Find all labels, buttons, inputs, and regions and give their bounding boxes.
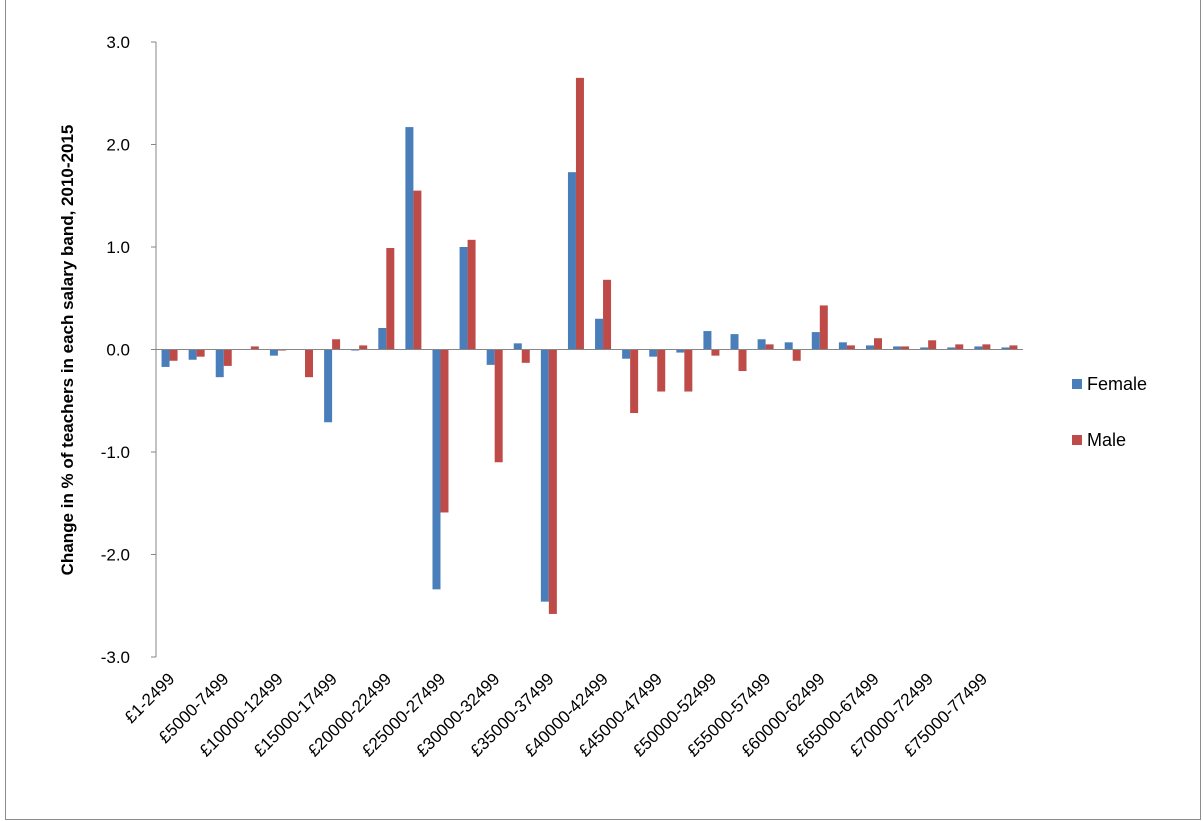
bar-female <box>405 127 414 350</box>
legend-swatch-female <box>1072 379 1082 389</box>
bar-male <box>332 339 341 350</box>
bar-female <box>649 349 658 357</box>
bar-female <box>459 247 468 350</box>
bar-male <box>359 345 368 350</box>
bar-male <box>711 349 720 356</box>
bar-female <box>215 349 224 378</box>
bar-female <box>540 349 549 602</box>
bar-male <box>575 77 584 350</box>
bar-female <box>974 346 983 350</box>
bar-female <box>838 342 847 350</box>
bar-male <box>873 338 882 350</box>
y-axis: 3.0 2.0 1.0 0.0 -1.0 -2.0 -3.0 <box>101 33 157 667</box>
bar-male <box>928 340 937 350</box>
bar-male <box>467 239 476 350</box>
legend-label-female: Female <box>1087 374 1147 394</box>
y-tick-label: -2.0 <box>101 546 130 565</box>
bar-male <box>521 349 530 363</box>
bar-female <box>269 349 278 356</box>
bar-female <box>703 331 712 350</box>
bar-male <box>765 344 774 350</box>
bar-female <box>486 349 495 365</box>
y-tick-label: -3.0 <box>101 648 130 667</box>
bar-male <box>955 344 964 350</box>
bar-female <box>920 347 929 350</box>
bar-male <box>169 349 178 361</box>
bar-male <box>819 305 828 350</box>
bar-male <box>548 349 557 614</box>
bar-female <box>351 349 360 351</box>
bar-female <box>893 346 902 350</box>
y-axis-title: Change in % of teachers in each salary b… <box>58 125 77 576</box>
y-tick-label: 0.0 <box>106 341 130 360</box>
bar-female <box>865 345 874 350</box>
bar-male <box>196 349 205 357</box>
bar-male <box>630 349 639 414</box>
bar-female <box>947 347 956 350</box>
bar-male <box>846 345 855 350</box>
bar-female <box>324 349 333 423</box>
bar-male <box>657 349 666 392</box>
bar-male <box>603 279 612 350</box>
bar-female <box>811 332 820 350</box>
plot-area <box>161 77 1018 614</box>
bar-female <box>378 327 387 350</box>
bar-male <box>413 190 422 350</box>
bar-female <box>595 318 604 350</box>
bar-male <box>386 248 395 350</box>
bar-female <box>432 349 441 590</box>
bar-female <box>784 342 793 350</box>
bar-male <box>223 349 232 366</box>
bar-male <box>277 349 286 351</box>
bar-female <box>513 343 522 350</box>
bar-male <box>738 349 747 372</box>
bar-male <box>901 346 910 350</box>
bar-female <box>622 349 631 359</box>
bar-female <box>730 334 739 350</box>
bar-female <box>1001 347 1010 350</box>
bar-male <box>1009 345 1018 350</box>
y-tick-label: -1.0 <box>101 443 130 462</box>
bar-female <box>676 349 685 353</box>
bar-female <box>757 339 766 350</box>
bar-female <box>188 349 197 360</box>
chart-frame: 3.0 2.0 1.0 0.0 -1.0 -2.0 -3.0 £1-2499 £5000-74… <box>5 0 1201 820</box>
y-tick-label: 3.0 <box>106 33 130 52</box>
legend: Female Male <box>1072 374 1147 450</box>
bar-male <box>494 349 503 463</box>
bar-female <box>161 349 170 367</box>
bar-male <box>305 349 314 378</box>
bar-male <box>792 349 801 361</box>
bar-male <box>684 349 693 392</box>
legend-swatch-male <box>1072 435 1082 445</box>
x-axis: £1-2499£5000-7499£10000-12499£15000-1749… <box>121 349 1023 760</box>
y-tick-label: 2.0 <box>106 136 130 155</box>
bar-female <box>567 172 576 350</box>
bar-male <box>440 349 449 513</box>
chart-svg: 3.0 2.0 1.0 0.0 -1.0 -2.0 -3.0 £1-2499£5000-74… <box>58 33 1147 760</box>
bar-male <box>250 346 259 350</box>
legend-label-male: Male <box>1087 430 1126 450</box>
y-tick-label: 1.0 <box>106 238 130 257</box>
bar-male <box>982 344 991 350</box>
